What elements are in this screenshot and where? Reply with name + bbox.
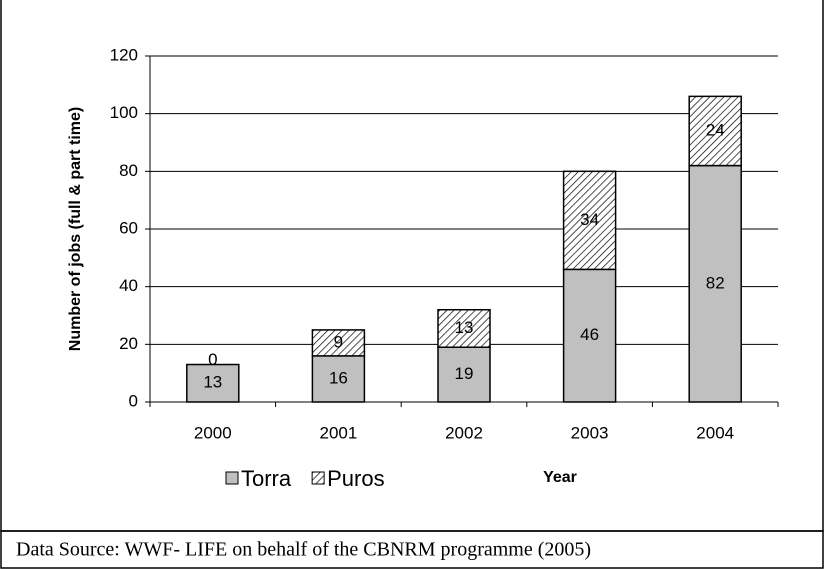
- data-label: 46: [580, 325, 599, 344]
- legend-label: Puros: [327, 466, 384, 491]
- source-note: Data Source: WWF- LIFE on behalf of the …: [16, 539, 591, 561]
- bar-segment: [562, 170, 617, 271]
- legend-label: Torra: [241, 466, 292, 491]
- bar-segment: [186, 363, 240, 403]
- x-tick-label: 2000: [194, 423, 232, 442]
- x-tick-label: 2001: [319, 423, 357, 442]
- bar-segment: [311, 329, 366, 357]
- y-tick-label: 0: [129, 391, 138, 410]
- legend-swatch: [225, 471, 239, 485]
- data-label: 19: [455, 364, 474, 383]
- data-label: 13: [203, 373, 222, 392]
- x-axis-label: Year: [543, 469, 577, 486]
- data-label: 13: [455, 318, 474, 337]
- y-tick-label: 80: [119, 161, 138, 180]
- data-label: 0: [208, 350, 217, 369]
- bar-segment: [437, 346, 491, 403]
- y-tick-label: 100: [110, 103, 138, 122]
- y-tick-label: 120: [110, 45, 138, 64]
- bar-segment: [437, 308, 491, 348]
- y-axis-label: Number of jobs (full & part time): [67, 107, 84, 351]
- y-tick-label: 60: [119, 218, 138, 237]
- data-label: 16: [329, 368, 348, 387]
- data-label: 34: [580, 210, 599, 229]
- bar-segment: [311, 355, 366, 403]
- data-label: 9: [334, 332, 343, 351]
- y-tick-label: 40: [119, 276, 138, 295]
- data-label: 24: [706, 120, 725, 139]
- x-tick-label: 2003: [571, 423, 609, 442]
- bar-segment: [562, 268, 617, 403]
- bar-segment: [688, 95, 742, 167]
- legend-swatch: [311, 471, 325, 485]
- bar-segment: [688, 164, 742, 403]
- data-label: 82: [706, 273, 725, 292]
- source-frame: [0, 530, 824, 569]
- x-tick-label: 2004: [696, 423, 734, 442]
- x-tick-label: 2002: [445, 423, 483, 442]
- y-tick-label: 20: [119, 334, 138, 353]
